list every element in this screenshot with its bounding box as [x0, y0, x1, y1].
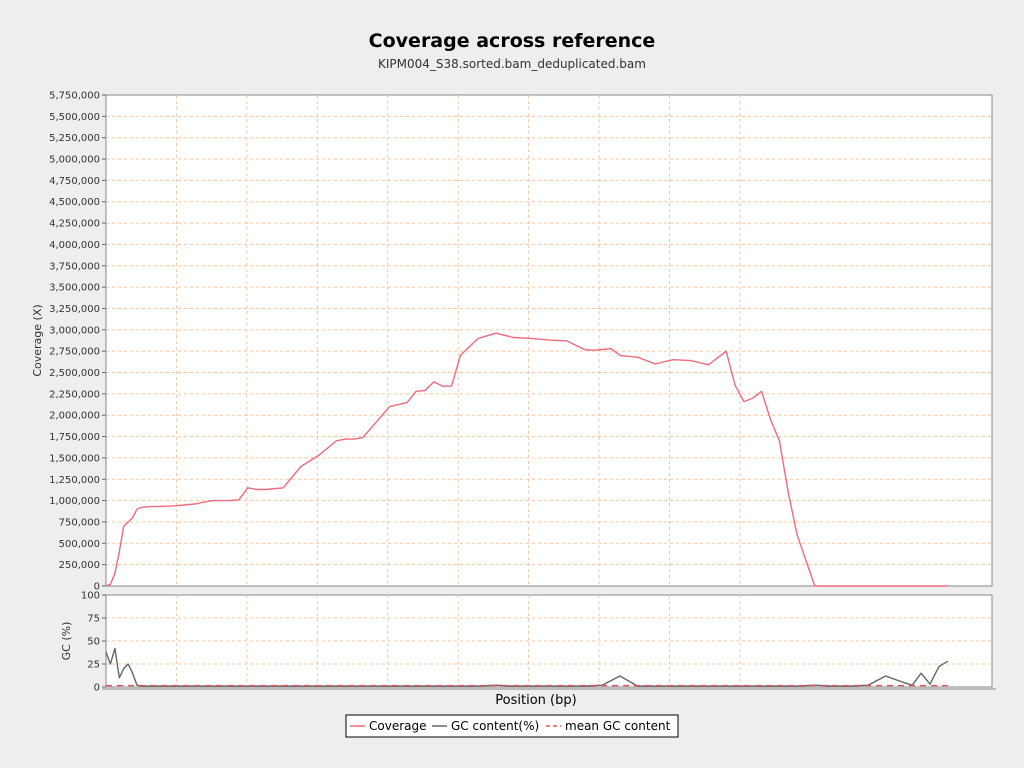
y-tick-label: 5,500,000: [49, 112, 100, 123]
y-tick-label: 250,000: [59, 560, 100, 571]
legend-label-gc-content: GC content(%): [451, 719, 539, 733]
y-tick-label: 3,250,000: [49, 304, 100, 315]
legend-label-coverage: Coverage: [369, 719, 427, 733]
y-tick-label: 2,250,000: [49, 389, 100, 400]
legend-label-mean-gc-content: mean GC content: [565, 719, 671, 733]
y-tick-label: 5,250,000: [49, 133, 100, 144]
x-axis-label: Position (bp): [495, 693, 576, 708]
y-tick-label: 750,000: [59, 517, 100, 528]
y-tick-label: 1,000,000: [49, 496, 100, 507]
y-tick-label: 1,750,000: [49, 432, 100, 443]
y-tick-label: 0: [94, 683, 100, 694]
y-axis-label-1: GC (%): [60, 622, 73, 661]
y-tick-label: 5,750,000: [49, 91, 100, 102]
y-tick-label: 3,500,000: [49, 283, 100, 294]
chart-title: Coverage across reference: [368, 30, 656, 52]
y-tick-label: 50: [87, 637, 100, 648]
panel-0: 0 250,000 500,000 750,000 1,000,000 1,250,000…: [31, 91, 993, 593]
y-tick-label: 1,500,000: [49, 453, 100, 464]
legend-box: [345, 714, 679, 738]
y-tick-label: 4,250,000: [49, 219, 100, 230]
y-tick-label: 3,000,000: [49, 325, 100, 336]
y-tick-label: 4,750,000: [49, 176, 100, 187]
chart-subtitle: KIPM004_S38.sorted.bam_deduplicated.bam: [378, 57, 646, 71]
y-tick-label: 3,750,000: [49, 261, 100, 272]
y-tick-label: 500,000: [59, 539, 100, 550]
y-tick-label: 4,000,000: [49, 240, 100, 251]
panel-1: 0 25 50 75 100 GC (%): [60, 591, 993, 694]
y-tick-label: 4,500,000: [49, 197, 100, 208]
y-tick-label: 2,500,000: [49, 368, 100, 379]
y-axis-label-0: Coverage (X): [31, 304, 44, 376]
y-tick-label: 1,250,000: [49, 475, 100, 486]
series-line-coverage: [105, 332, 948, 587]
y-tick-label: 2,750,000: [49, 347, 100, 358]
y-tick-label: 100: [81, 591, 100, 602]
y-tick-label: 2,000,000: [49, 411, 100, 422]
y-tick-label: 25: [87, 660, 100, 671]
y-tick-label: 75: [87, 614, 100, 625]
y-tick-label: 5,000,000: [49, 155, 100, 166]
legend: Coverage GC content(%) mean GC content: [345, 714, 679, 738]
y-tick-label: 0: [94, 582, 100, 593]
